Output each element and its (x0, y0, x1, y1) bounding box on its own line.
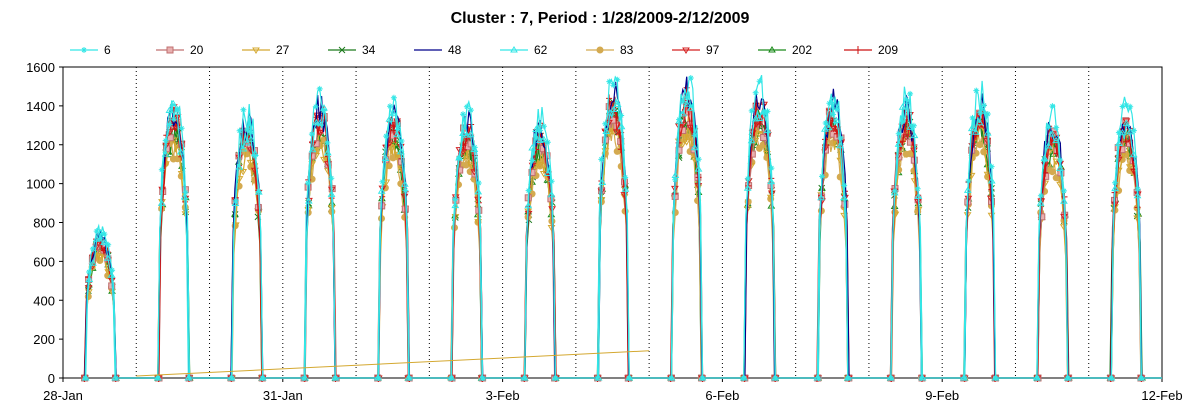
legend-marker-83 (596, 46, 604, 54)
chart-title: Cluster : 7, Period : 1/28/2009-2/12/200… (450, 10, 750, 27)
y-tick-label: 400 (33, 293, 55, 308)
legend-marker-34 (338, 46, 346, 54)
y-tick-label: 800 (33, 216, 55, 231)
y-tick-label: 600 (33, 254, 55, 269)
legend-marker-209 (855, 46, 861, 54)
legend-label-62: 62 (534, 43, 548, 57)
legend-marker-20 (166, 46, 174, 54)
legend-marker-202 (768, 46, 776, 53)
legend-label-6: 6 (104, 43, 111, 57)
series-markers-6 (82, 75, 1145, 381)
y-tick-label: 1200 (26, 138, 55, 153)
y-tick-label: 1600 (26, 60, 55, 75)
legend-label-97: 97 (706, 43, 720, 57)
series-6 (82, 75, 1162, 381)
y-tick-label: 1000 (26, 177, 55, 192)
y-tick-label: 200 (33, 332, 55, 347)
legend-marker-6 (81, 47, 87, 53)
legend-marker-97 (682, 47, 690, 54)
x-tick-label: 6-Feb (705, 388, 739, 403)
legend-label-27: 27 (276, 43, 290, 57)
legend-label-20: 20 (190, 43, 204, 57)
x-tick-label: 3-Feb (486, 388, 520, 403)
series-line-6 (83, 75, 1162, 379)
overlay-line (136, 350, 650, 377)
y-tick-label: 0 (48, 371, 55, 386)
x-tick-label: 31-Jan (263, 388, 303, 403)
legend-label-202: 202 (792, 43, 812, 57)
legend-label-209: 209 (878, 43, 898, 57)
y-tick-label: 1400 (26, 99, 55, 114)
x-tick-label: 28-Jan (43, 388, 83, 403)
legend-marker-62 (510, 46, 518, 53)
legend-label-34: 34 (362, 43, 376, 57)
x-tick-label: 12-Feb (1141, 388, 1182, 403)
legend-label-48: 48 (448, 43, 462, 57)
legend-marker-27 (252, 47, 260, 54)
legend-label-83: 83 (620, 43, 634, 57)
x-tick-label: 9-Feb (925, 388, 959, 403)
